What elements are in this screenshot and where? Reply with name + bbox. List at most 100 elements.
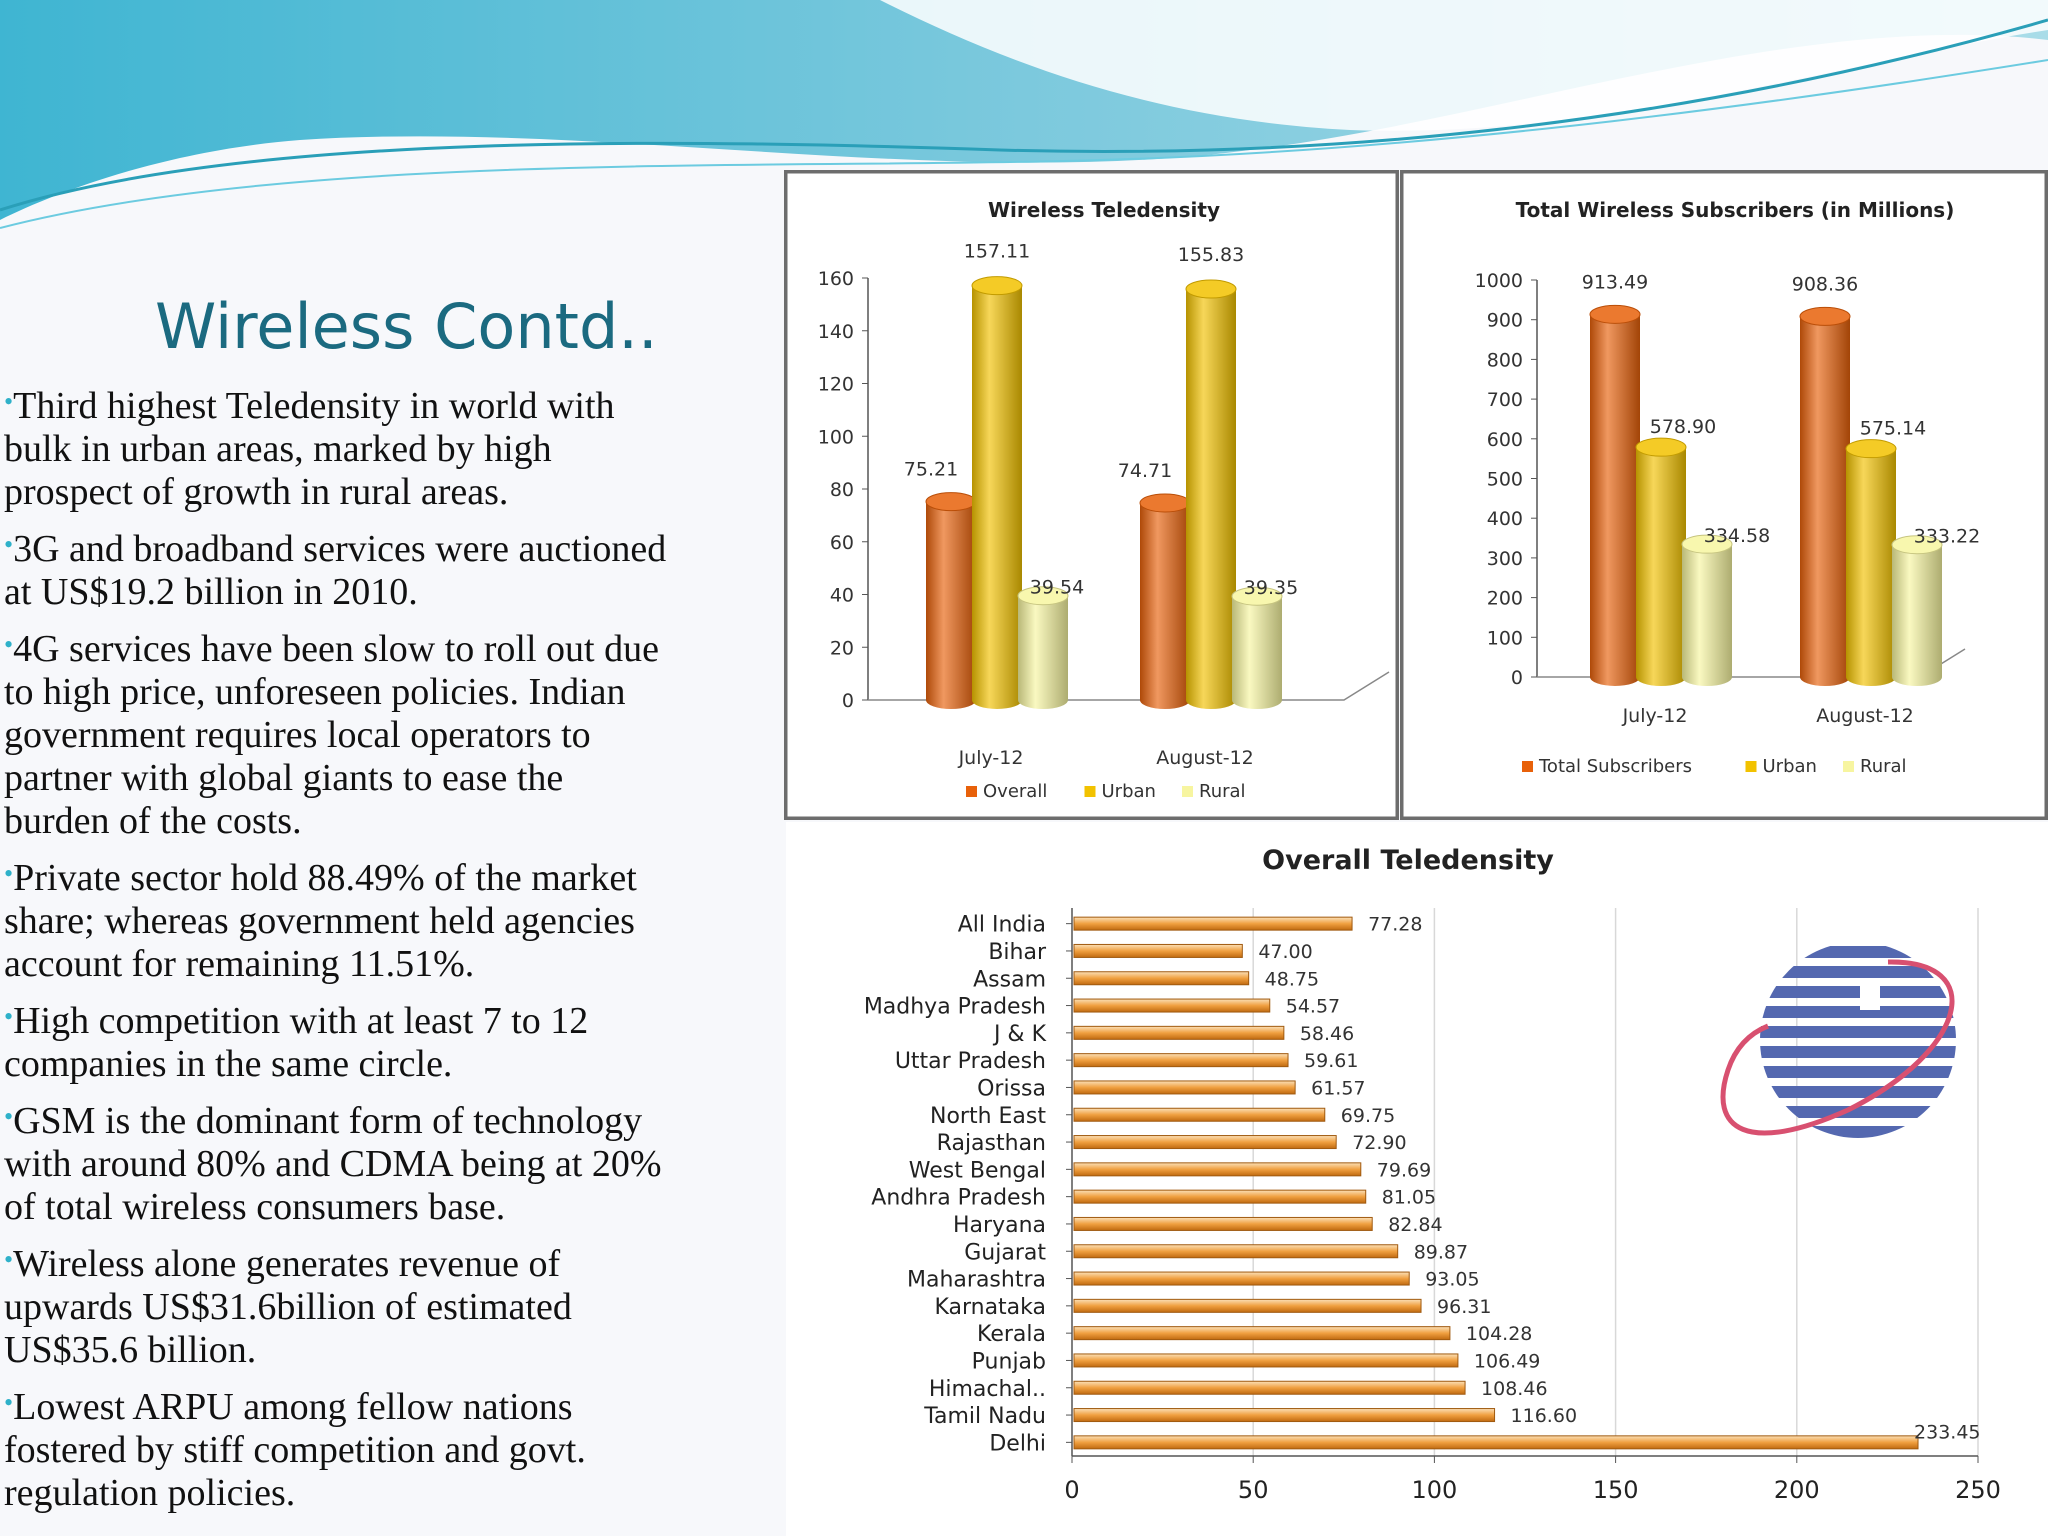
bullet-text: 4G services have been slow to roll out d… [4, 628, 659, 842]
y-tick-label: 1000 [1475, 270, 1523, 292]
category-label: August-12 [1156, 747, 1254, 769]
category-label: Rajasthan [937, 1131, 1046, 1156]
bullet-item: •Lowest ARPU among fellow nations fostere… [4, 1381, 774, 1515]
bullet-text: 3G and broadband services were auctioned… [4, 528, 667, 613]
y-tick-label: 200 [1487, 588, 1523, 610]
legend-label: Urban [1763, 756, 1817, 777]
legend-label: Overall [983, 781, 1047, 802]
bar-top [1185, 279, 1237, 299]
bullet-item: •Third highest Teledensity in world with… [4, 380, 774, 514]
legend-label: Rural [1860, 756, 1907, 777]
category-label: Tamil Nadu [923, 1404, 1046, 1429]
chart-title: Total Wireless Subscribers (in Millions) [1516, 198, 1955, 222]
category-label: Uttar Pradesh [895, 1049, 1046, 1074]
bullet-text: Private sector hold 88.49% of the market… [4, 857, 637, 985]
data-label: 157.11 [964, 241, 1030, 263]
chart-title: Wireless Teledensity [988, 198, 1220, 222]
bullet-item: •High competition with at least 7 to 12 c… [4, 995, 774, 1086]
x-tick-label: 50 [1238, 1476, 1269, 1504]
bar-body [1800, 316, 1850, 686]
header-wave-background [0, 0, 2048, 229]
bullet-marker: • [4, 387, 14, 416]
bullet-marker: • [4, 630, 14, 659]
bar-overall [1139, 493, 1191, 709]
bullet-item: •Private sector hold 88.49% of the marke… [4, 852, 774, 986]
bar [1073, 1298, 1422, 1313]
globe-stripe [1760, 1026, 1956, 1038]
legend-swatch [966, 786, 977, 797]
data-label: 75.21 [904, 459, 958, 481]
bar-body [926, 501, 976, 709]
data-label: 155.83 [1178, 244, 1244, 266]
bar-top [1681, 534, 1733, 554]
category-label: North East [930, 1104, 1046, 1129]
x-tick-label: 100 [1411, 1476, 1457, 1504]
data-label: 913.49 [1582, 271, 1648, 293]
category-label: Kerala [977, 1322, 1046, 1347]
bullet-marker: • [4, 530, 14, 559]
bar-top [1139, 493, 1191, 513]
category-label: Maharashtra [907, 1268, 1046, 1293]
data-label: 69.75 [1341, 1105, 1395, 1127]
legend-swatch [1843, 761, 1854, 772]
legend-swatch [1084, 786, 1096, 797]
bar [1073, 916, 1353, 931]
bullet-item: •GSM is the dominant form of technology w… [4, 1095, 774, 1229]
bar [1073, 1107, 1326, 1122]
data-label: 233.45 [1914, 1421, 1980, 1443]
bullet-item: •3G and broadband services were auctione… [4, 523, 774, 614]
data-label: 74.71 [1118, 460, 1172, 482]
bar-body [1636, 447, 1686, 686]
category-label: Madhya Pradesh [864, 995, 1046, 1020]
data-label: 908.36 [1792, 273, 1858, 295]
legend-swatch [1182, 786, 1193, 797]
data-label: 334.58 [1704, 525, 1770, 547]
y-tick-label: 400 [1487, 508, 1523, 530]
x-tick-label: 200 [1774, 1476, 1820, 1504]
bar [1073, 1353, 1459, 1368]
globe-cutout [1860, 980, 1880, 1010]
bar [1073, 1080, 1296, 1095]
bar [1073, 943, 1243, 958]
data-label: 61.57 [1311, 1077, 1365, 1099]
bar [1073, 1244, 1399, 1259]
bar-top [1891, 535, 1943, 555]
bar-body [1590, 314, 1640, 686]
globe-stripe [1760, 1046, 1956, 1058]
y-tick-label: 100 [1487, 627, 1523, 649]
y-tick-label: 160 [818, 268, 854, 290]
data-label: 93.05 [1425, 1269, 1479, 1291]
data-label: 58.46 [1300, 1023, 1354, 1045]
bar-rural [1891, 535, 1943, 686]
y-tick-label: 20 [830, 637, 854, 659]
wireless-teledensity-chart: Wireless Teledensity 0 20 40 60 80 100 120 140 16… [784, 170, 1399, 820]
chart-title: Overall Teledensity [1262, 845, 1554, 876]
bar [1073, 998, 1271, 1013]
y-tick-label: 0 [1511, 667, 1523, 689]
globe-stripe [1760, 966, 1956, 978]
category-label: J & K [992, 1022, 1047, 1047]
legend-label: Total Subscribers [1538, 756, 1692, 777]
legend-swatch [1745, 761, 1757, 772]
bullet-text: Wireless alone generates revenue of upwar… [4, 1243, 572, 1371]
bar-body [972, 285, 1022, 709]
y-tick-label: 500 [1487, 469, 1523, 491]
bar-overall [925, 492, 977, 709]
y-tick-label: 80 [830, 479, 854, 501]
bullet-marker: • [4, 1245, 14, 1274]
bar [1073, 1326, 1451, 1341]
x-tick-label: 250 [1955, 1476, 2001, 1504]
data-label: 108.46 [1481, 1378, 1547, 1400]
bar-top [1231, 586, 1283, 606]
globe-stripe [1760, 1086, 1956, 1098]
bullet-marker: • [4, 859, 14, 888]
bar-top [925, 492, 977, 512]
category-label: Gujarat [964, 1240, 1046, 1265]
bar-body [1232, 596, 1282, 709]
bar-top [1845, 439, 1897, 459]
category-label: Karnataka [934, 1295, 1046, 1320]
data-label: 96.31 [1437, 1296, 1491, 1318]
category-label: July-12 [1622, 705, 1688, 727]
y-tick-label: 40 [830, 585, 854, 607]
globe-stripe [1760, 1006, 1956, 1018]
